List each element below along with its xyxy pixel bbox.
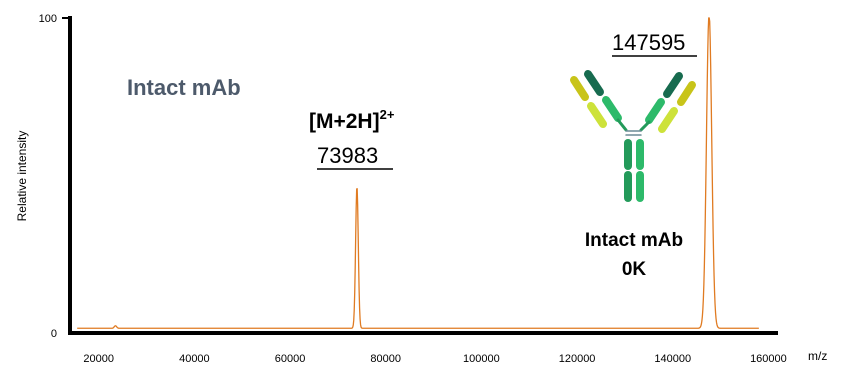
x-tick-label-20000: 20000 <box>83 353 114 365</box>
x-tick-labels: 20000 40000 60000 80000 100000 120000 140000 16… <box>83 353 786 365</box>
antibody-light-chain-right-inner <box>658 107 678 133</box>
x-tick-label-60000: 60000 <box>275 353 306 365</box>
x-tick-label-120000: 120000 <box>559 353 596 365</box>
antibody-light-chain-left-outer <box>570 76 589 101</box>
x-tick-label-100000: 100000 <box>463 353 500 365</box>
ion-charge: 2+ <box>380 107 395 122</box>
y-tick-label-100: 100 <box>39 13 57 25</box>
ion-label: [M+2H]2+ <box>309 107 395 133</box>
antibody-light-chain-left-inner <box>587 102 607 128</box>
x-axis-unit-label: m/z <box>808 349 827 363</box>
y-tick-label-0: 0 <box>51 328 57 340</box>
peak-label-147595: 147595 <box>612 30 685 55</box>
antibody-heavy-chain-right-outer <box>663 72 683 98</box>
antibody-heavy-chain-left-inner <box>602 96 622 122</box>
antibody-hinge-right <box>639 120 651 132</box>
y-axis-label: Relative intensity <box>15 131 29 222</box>
antibody-heavy-chain-right-inner <box>645 98 665 124</box>
panel-title: Intact mAb <box>127 75 241 100</box>
antibody-label-line1: Intact mAb <box>585 230 683 251</box>
x-tick-label-40000: 40000 <box>179 353 210 365</box>
antibody-label-line2: 0K <box>622 259 647 280</box>
spectrum-line <box>77 17 759 329</box>
x-tick-label-160000: 160000 <box>750 353 787 365</box>
antibody-icon <box>570 70 696 202</box>
x-tick-label-80000: 80000 <box>370 353 401 365</box>
peak-label-73983: 73983 <box>317 143 378 168</box>
ion-formula: [M+2H] <box>309 110 380 133</box>
antibody-heavy-chain-left-outer <box>584 70 604 96</box>
antibody-light-chain-right-outer <box>677 81 696 106</box>
antibody-hinge-left <box>616 118 628 132</box>
x-tick-label-140000: 140000 <box>654 353 691 365</box>
